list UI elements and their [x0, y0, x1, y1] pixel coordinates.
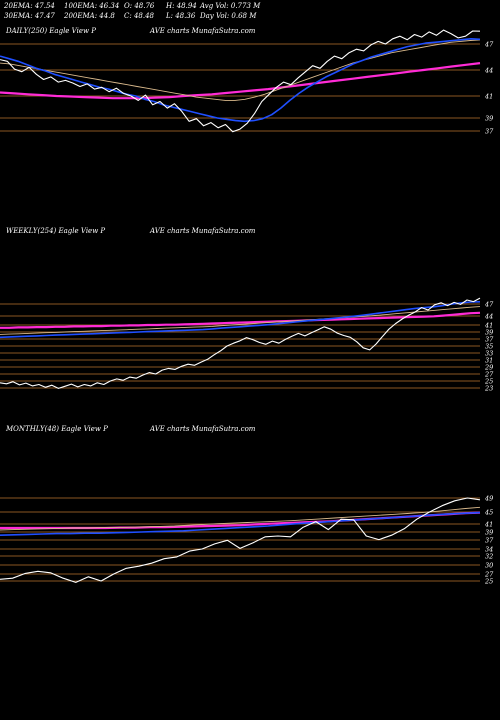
weekly-y-tick-label: 44: [484, 313, 493, 321]
ema20-readout: 20EMA: 47.54: [4, 2, 55, 10]
monthly-ema-mid-line: [0, 506, 481, 531]
weekly-y-tick-label: 29: [484, 364, 493, 372]
open-readout: O: 48.76: [124, 2, 155, 10]
weekly-y-tick-label: 47: [484, 301, 494, 309]
high-readout: H: 48.94: [166, 2, 197, 10]
close-readout: C: 48.48: [124, 12, 154, 20]
monthly-y-tick-label: 37: [485, 537, 494, 545]
monthly-y-tick-label: 34: [485, 546, 493, 554]
daily-y-tick-label: 39: [485, 115, 493, 123]
weekly-ema-long-line: [0, 311, 481, 329]
weekly-y-tick-label: 27: [484, 371, 494, 379]
weekly-y-tick-label: 23: [484, 385, 493, 393]
daily-panel-label-left: DAILY(250) Eagle View P: [6, 27, 96, 35]
monthly-y-tick-label: 32: [485, 553, 493, 561]
daily-ema-short-line: [0, 37, 481, 123]
weekly-ema-short-line: [0, 301, 481, 339]
daily-y-tick-label: 47: [484, 41, 494, 49]
daily-ema-long-line: [0, 62, 481, 100]
monthly-y-tick-label: 41: [484, 521, 493, 529]
low-readout: L: 48.36: [166, 12, 196, 20]
daily-y-tick-label: 41: [484, 93, 493, 101]
dayvol-readout: Day Vol: 0.68 M: [200, 12, 257, 20]
monthly-y-tick-label: 39: [485, 529, 493, 537]
ema30-readout: 30EMA: 47.47: [4, 12, 55, 20]
monthly-y-tick-label: 49: [484, 495, 493, 503]
daily-y-tick-label: 44: [484, 67, 493, 75]
monthly-panel-label-left: MONTHLY(48) Eagle View P: [6, 425, 108, 433]
weekly-panel-label-left: WEEKLY(254) Eagle View P: [6, 227, 106, 235]
weekly-y-tick-label: 39: [485, 329, 493, 337]
monthly-price-line: [0, 497, 481, 583]
weekly-y-tick-label: 35: [485, 343, 493, 351]
weekly-panel-label-right: AVE charts MunafaSutra.com: [150, 227, 256, 235]
weekly-y-tick-label: 33: [485, 350, 493, 358]
daily-ema-mid-line: [0, 39, 481, 101]
monthly-panel-label-right: AVE charts MunafaSutra.com: [150, 425, 256, 433]
weekly-ema-mid-line: [0, 306, 481, 335]
monthly-y-tick-label: 30: [485, 562, 493, 570]
ema200-readout: 200EMA: 44.8: [64, 12, 115, 20]
avgvol-readout: Avg Vol: 0.773 M: [200, 2, 261, 10]
daily-panel-label-right: AVE charts MunafaSutra.com: [150, 27, 256, 35]
weekly-price-line: [0, 297, 481, 389]
monthly-y-tick-label: 45: [484, 509, 493, 517]
monthly-y-tick-label: 25: [484, 578, 493, 586]
weekly-y-tick-label: 37: [485, 336, 494, 344]
weekly-y-tick-label: 31: [485, 357, 493, 365]
monthly-y-tick-label: 27: [484, 571, 494, 579]
weekly-y-tick-label: 25: [484, 378, 493, 386]
daily-price-line: [0, 29, 481, 133]
daily-y-tick-label: 37: [485, 128, 494, 136]
weekly-y-tick-label: 41: [484, 322, 493, 330]
ema100-readout: 100EMA: 46.34: [64, 2, 120, 10]
monthly-ema-short-line: [0, 511, 481, 536]
